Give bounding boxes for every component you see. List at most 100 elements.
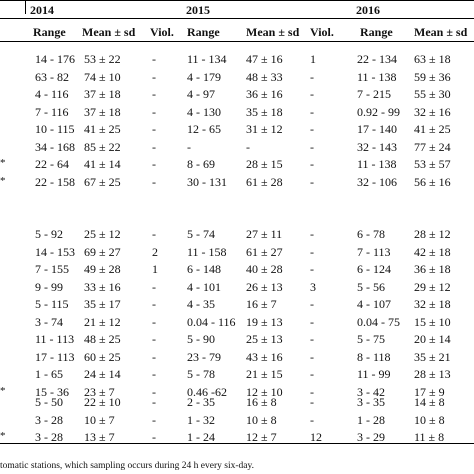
cell-range-2014: 14 - 176 xyxy=(35,52,75,66)
cell-mean-2015: 16 ± 8 xyxy=(246,395,277,409)
cell-mean-2014: 53 ± 22 xyxy=(84,52,121,66)
cell-viol-2015: - xyxy=(310,412,314,427)
cell-range-2015: 2 - 35 xyxy=(187,395,215,409)
header-rule xyxy=(0,41,474,42)
table-row: * 3 - 28 13 ± 7 - 1 - 24 12 ± 7 12 3 - 29 11 ± 8 xyxy=(0,428,474,446)
cell-viol-2014: - xyxy=(152,279,156,294)
cell-mean-2015: 61 ± 28 xyxy=(246,174,283,189)
top-rule xyxy=(0,0,474,1)
cell-range-2015: 4 - 130 xyxy=(187,104,221,119)
cell-mean-2015: 25 ± 13 xyxy=(246,332,283,346)
cell-range-2016: 32 - 106 xyxy=(357,174,397,189)
table-row: 10 - 115 41 ± 25 - 12 - 65 31 ± 12 - 17 - 140 4… xyxy=(0,120,474,138)
row-marker: * xyxy=(0,430,6,442)
cell-range-2016: 32 - 143 xyxy=(357,139,397,154)
cell-range-2015: 8 - 69 xyxy=(187,157,215,171)
cell-range-2014: 15 - 36 xyxy=(35,384,69,399)
cell-mean-2016: 17 ± 9 xyxy=(414,384,445,399)
cell-viol-2014: - xyxy=(152,157,156,171)
cell-mean-2014: 23 ± 7 xyxy=(84,384,115,399)
cell-range-2016: 3 - 35 xyxy=(357,395,385,409)
cell-range-2016: 5 - 75 xyxy=(357,332,385,346)
cell-viol-2014: - xyxy=(152,227,156,241)
cell-viol-2014: - xyxy=(152,174,156,189)
cell-mean-2016: 35 ± 21 xyxy=(414,349,451,364)
cell-range-2014: 22 - 158 xyxy=(35,174,75,189)
cell-viol-2014: - xyxy=(152,349,156,364)
cell-mean-2015: 12 ± 7 xyxy=(246,430,277,444)
cell-mean-2014: 85 ± 22 xyxy=(84,139,121,154)
cell-mean-2015: 28 ± 15 xyxy=(246,157,283,171)
cell-mean-2016: 10 ± 8 xyxy=(414,412,445,427)
cell-viol-2014: - xyxy=(152,104,156,119)
table-left-bar xyxy=(25,0,26,14)
cell-range-2015: 5 - 90 xyxy=(187,332,215,346)
cell-mean-2015: 31 ± 12 xyxy=(246,122,283,136)
table-row: 14 - 153 69 ± 27 2 11 - 158 61 ± 27 - 7 - 113 4… xyxy=(0,243,474,261)
cell-range-2016: 11 - 99 xyxy=(357,367,391,381)
table-row: 7 - 155 49 ± 28 1 6 - 148 40 ± 28 - 6 - 124 36 … xyxy=(0,260,474,278)
cell-mean-2014: 49 ± 28 xyxy=(84,262,121,276)
cell-range-2015: 11 - 158 xyxy=(187,244,227,259)
year-rule xyxy=(0,18,474,19)
cell-mean-2014: 33 ± 16 xyxy=(84,279,121,294)
year-2014: 2014 xyxy=(30,3,54,17)
cell-range-2016: 22 - 134 xyxy=(357,52,397,66)
cell-mean-2016: 15 ± 10 xyxy=(414,314,451,329)
cell-viol-2014: 2 xyxy=(152,244,158,259)
cell-mean-2014: 35 ± 17 xyxy=(84,297,121,311)
cell-mean-2015: - xyxy=(246,139,250,154)
cell-range-2016: 1 - 28 xyxy=(357,412,385,427)
cell-range-2014: 5 - 50 xyxy=(35,395,63,409)
row-marker: * xyxy=(0,174,6,187)
bottom-rule xyxy=(0,443,474,444)
cell-viol-2015: - xyxy=(310,139,314,154)
cell-range-2016: 4 - 107 xyxy=(357,297,391,311)
cell-range-2014: 10 - 115 xyxy=(35,122,75,136)
cell-mean-2014: 37 ± 18 xyxy=(84,87,121,101)
table-row: * 22 - 158 67 ± 25 - 30 - 131 61 ± 28 - 32 - 10… xyxy=(0,173,474,191)
cell-mean-2015: 36 ± 16 xyxy=(246,87,283,101)
cell-mean-2016: 28 ± 13 xyxy=(414,367,451,381)
cell-mean-2015: 47 ± 16 xyxy=(246,52,283,66)
cell-range-2016: 6 - 124 xyxy=(357,262,391,276)
cell-viol-2015: - xyxy=(310,367,314,381)
cell-range-2014: 34 - 168 xyxy=(35,139,75,154)
table-row: 17 - 113 60 ± 25 - 23 - 79 43 ± 16 - 8 - 118 35… xyxy=(0,348,474,366)
table-row: 34 - 168 85 ± 22 - - - - 32 - 143 77 ± 24 xyxy=(0,138,474,156)
cell-range-2015: - xyxy=(187,139,191,154)
cell-mean-2016: 63 ± 18 xyxy=(414,52,451,66)
cell-range-2014: 22 - 64 xyxy=(35,157,69,171)
table-row: 5 - 50 22 ± 10 - 2 - 35 16 ± 8 - 3 - 35 14 ± 8 xyxy=(0,393,474,411)
cell-viol-2015: - xyxy=(310,174,314,189)
table-footnote: tomatic stations, which sampling occurs … xyxy=(0,461,254,471)
cell-range-2015: 1 - 24 xyxy=(187,430,215,444)
cell-viol-2015: 3 xyxy=(310,279,316,294)
table-row: 11 - 113 48 ± 25 - 5 - 90 25 ± 13 - 5 - 75 20 ±… xyxy=(0,330,474,348)
table-row: 5 - 115 35 ± 17 - 4 - 35 16 ± 7 - 4 - 107 32 ± … xyxy=(0,295,474,313)
cell-range-2016: 8 - 118 xyxy=(357,349,391,364)
cell-viol-2014: - xyxy=(152,297,156,311)
cell-range-2014: 63 - 82 xyxy=(35,69,69,84)
cell-mean-2014: 10 ± 7 xyxy=(84,412,115,427)
cell-range-2016: 0.04 - 75 xyxy=(357,314,400,329)
cell-mean-2015: 35 ± 18 xyxy=(246,104,283,119)
cell-range-2014: 5 - 92 xyxy=(35,227,63,241)
cell-viol-2014: - xyxy=(152,412,156,427)
year-2015: 2015 xyxy=(186,3,210,17)
header-viol-2014: Viol. xyxy=(150,25,174,39)
cell-range-2014: 14 - 153 xyxy=(35,244,75,259)
cell-range-2016: 6 - 78 xyxy=(357,227,385,241)
table-row: 5 - 92 25 ± 12 - 5 - 74 27 ± 11 - 6 - 78 28 ± 1… xyxy=(0,225,474,243)
cell-mean-2016: 36 ± 18 xyxy=(414,262,451,276)
cell-mean-2015: 43 ± 16 xyxy=(246,349,283,364)
cell-viol-2015: - xyxy=(310,395,314,409)
header-range-2014: Range xyxy=(33,25,66,39)
table-row: 1 - 65 24 ± 14 - 5 - 78 21 ± 15 - 11 - 99 28 ± … xyxy=(0,365,474,383)
cell-range-2014: 17 - 113 xyxy=(35,349,75,364)
cell-range-2015: 4 - 179 xyxy=(187,69,221,84)
row-marker: * xyxy=(0,157,6,169)
cell-range-2015: 23 - 79 xyxy=(187,349,221,364)
cell-range-2014: 7 - 116 xyxy=(35,104,69,119)
